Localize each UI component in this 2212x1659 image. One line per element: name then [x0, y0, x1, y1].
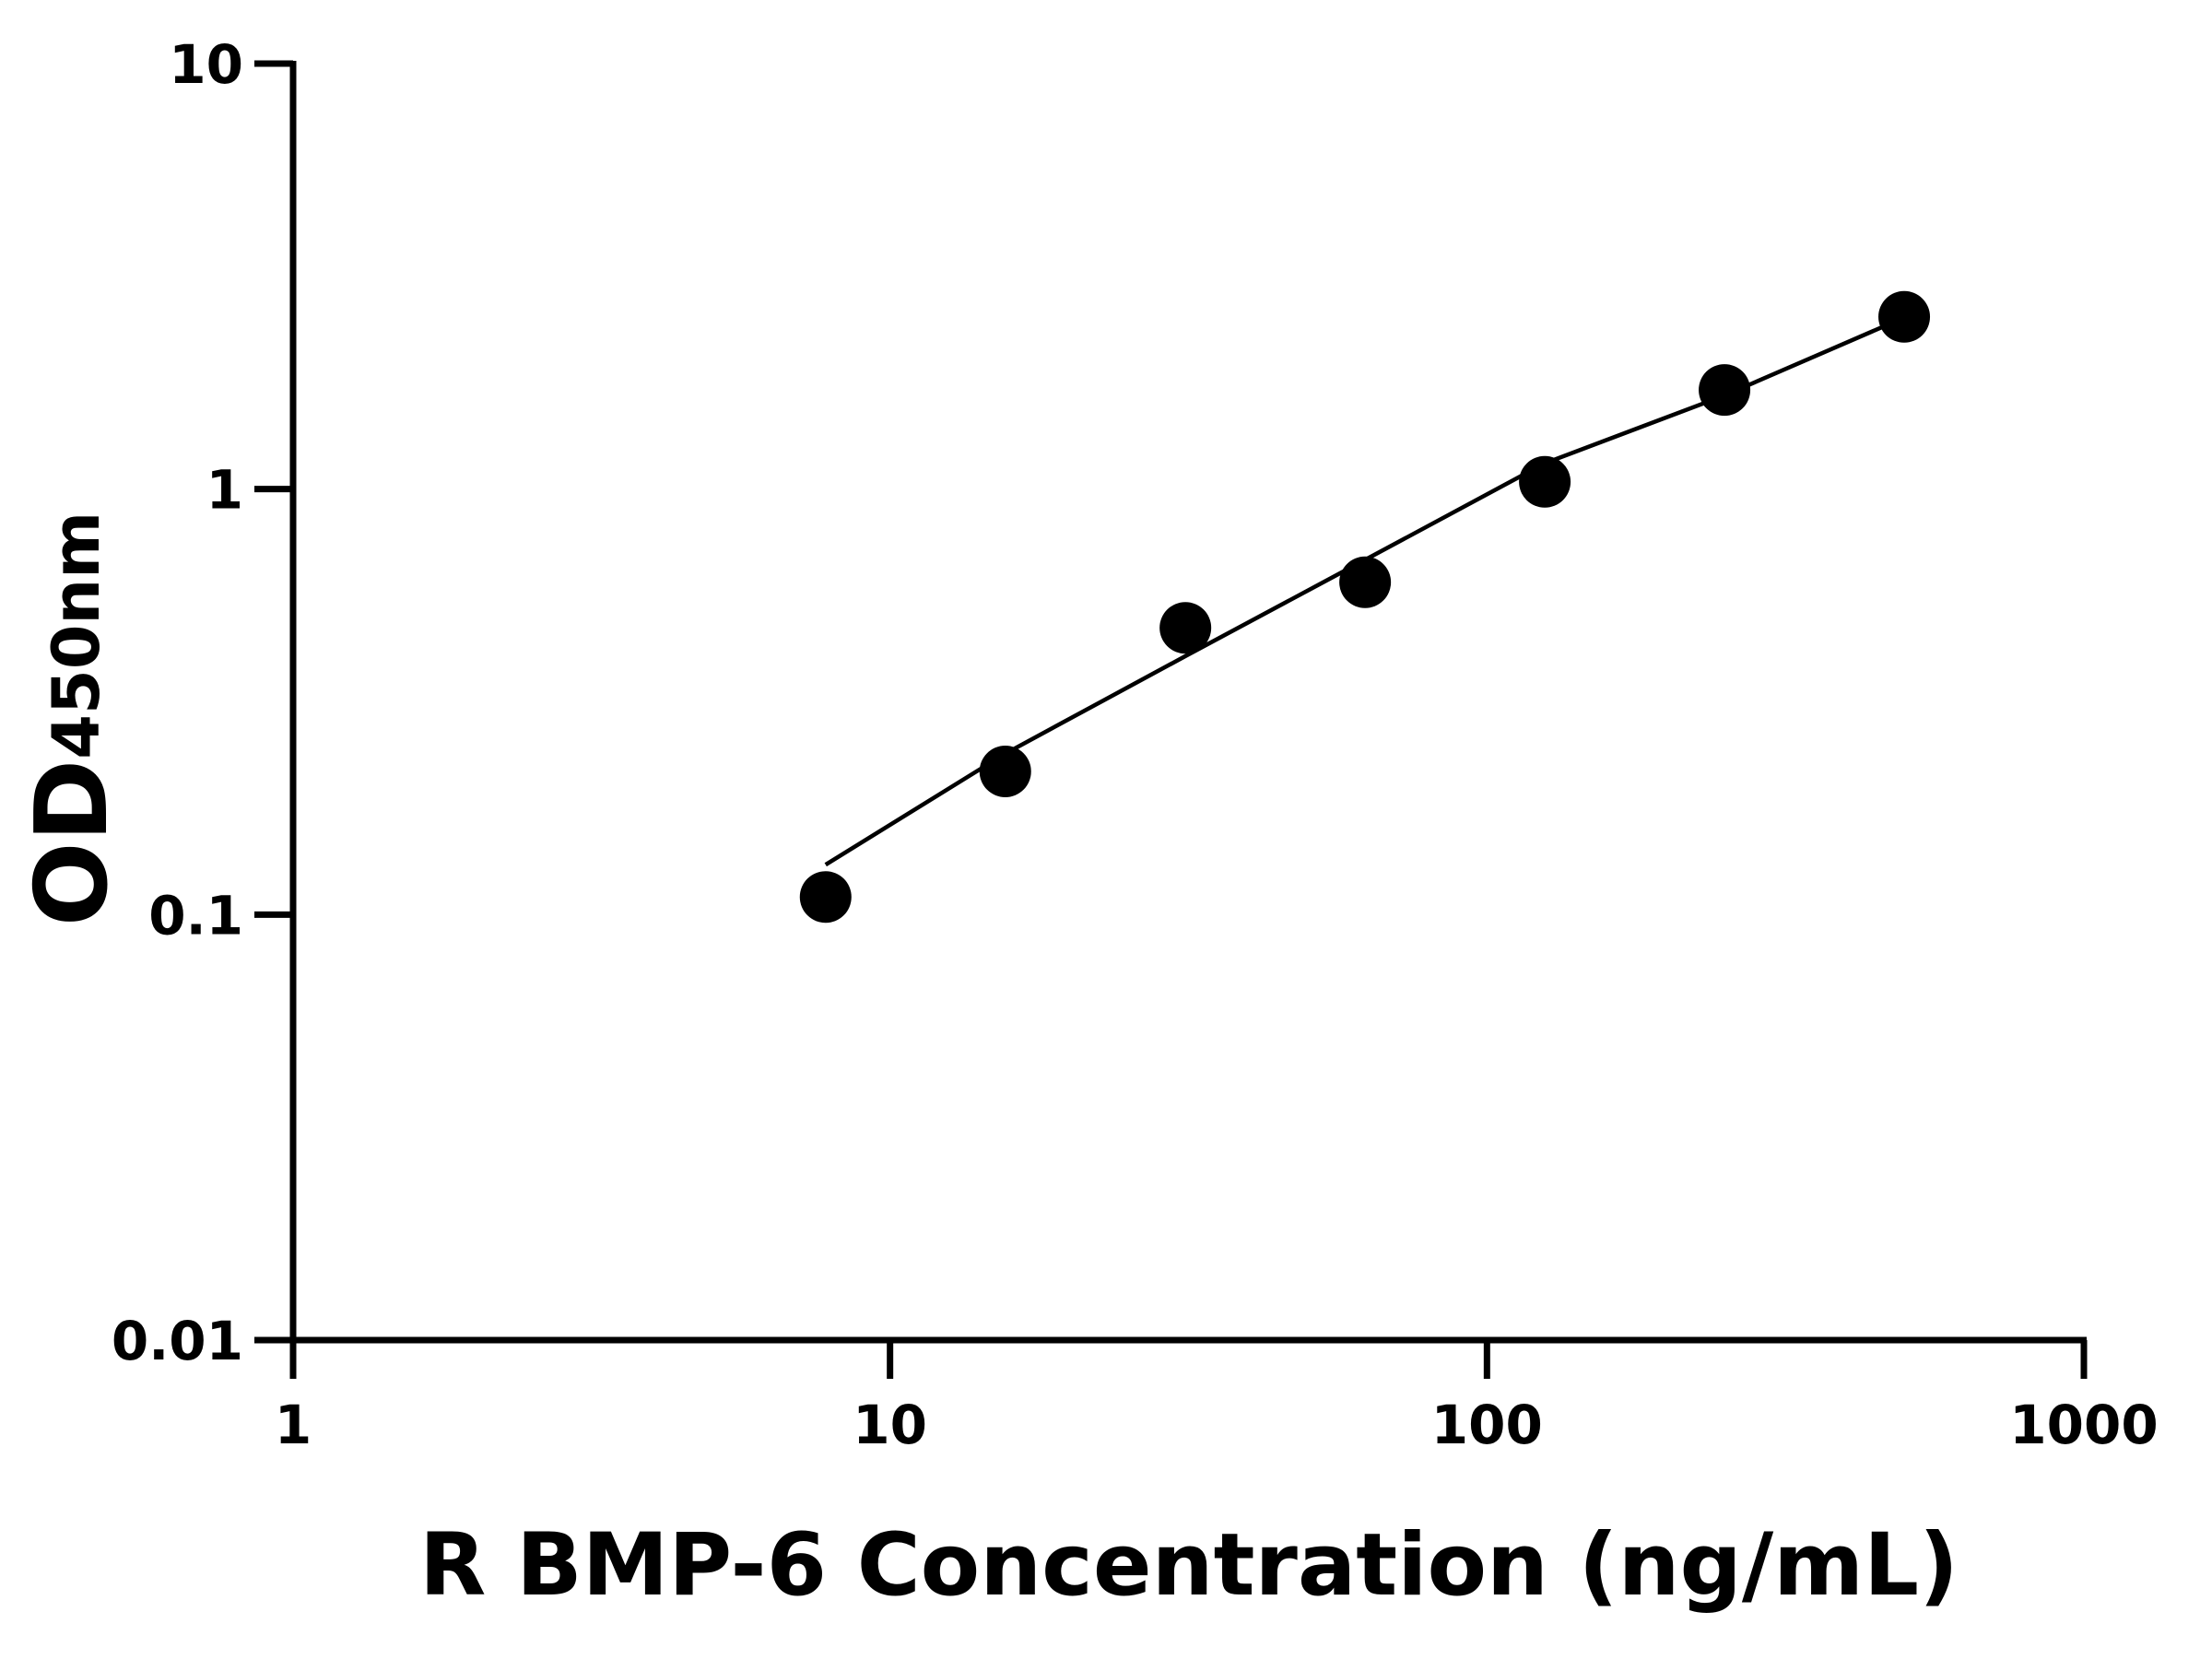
data-point — [1519, 455, 1571, 508]
y-tick-label: 1 — [206, 459, 243, 522]
x-tick-label: 1000 — [2009, 1394, 2158, 1456]
x-axis-label: R BMP-6 Concentration (ng/mL) — [419, 1515, 1959, 1616]
x-tick-label: 1 — [275, 1394, 312, 1456]
y-tick-label: 10 — [169, 33, 243, 96]
data-point — [1339, 556, 1392, 608]
data-point — [799, 871, 852, 924]
data-point — [1878, 290, 1931, 343]
data-point — [1159, 602, 1212, 654]
x-tick-label: 10 — [853, 1394, 927, 1456]
y-axis-label: OD450nm — [15, 512, 130, 926]
data-point — [979, 746, 1031, 798]
y-axis-label-main: OD — [15, 759, 130, 926]
y-tick-label: 0.1 — [148, 884, 243, 947]
x-tick-label: 100 — [1431, 1394, 1543, 1456]
y-axis-label-subscript: 450nm — [39, 512, 114, 759]
data-point — [1699, 364, 1751, 417]
y-tick-label: 0.01 — [112, 1310, 243, 1372]
